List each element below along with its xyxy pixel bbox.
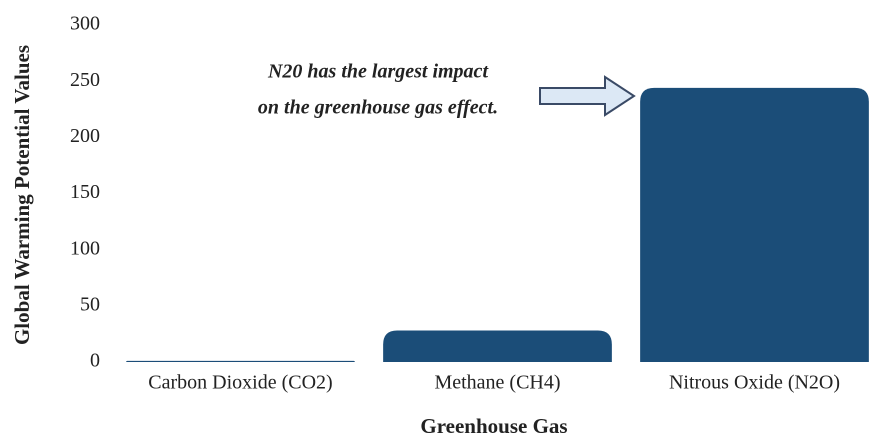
y-tick-label: 0 — [90, 350, 100, 372]
y-tick-label: 50 — [80, 293, 100, 315]
annotation-arrow — [539, 75, 636, 117]
annotation: N20 has the largest impact — [267, 61, 489, 83]
x-tick-label: Carbon Dioxide (CO2) — [148, 372, 332, 394]
x-axis-label: Greenhouse Gas — [420, 414, 567, 438]
bar — [126, 360, 355, 362]
annotation: on the greenhouse gas effect. — [258, 97, 498, 119]
y-tick-label: 100 — [70, 237, 100, 259]
y-tick-label: 250 — [70, 69, 100, 91]
y-tick-label: 300 — [70, 13, 100, 35]
bar — [640, 87, 869, 362]
y-axis-label: Global Warming Potential Values — [10, 45, 34, 345]
bar — [383, 330, 612, 362]
x-tick-label: Methane (CH4) — [434, 372, 560, 394]
y-tick-label: 150 — [70, 181, 100, 203]
x-tick-label: Nitrous Oxide (N2O) — [669, 372, 840, 394]
y-tick-label: 200 — [70, 125, 100, 147]
